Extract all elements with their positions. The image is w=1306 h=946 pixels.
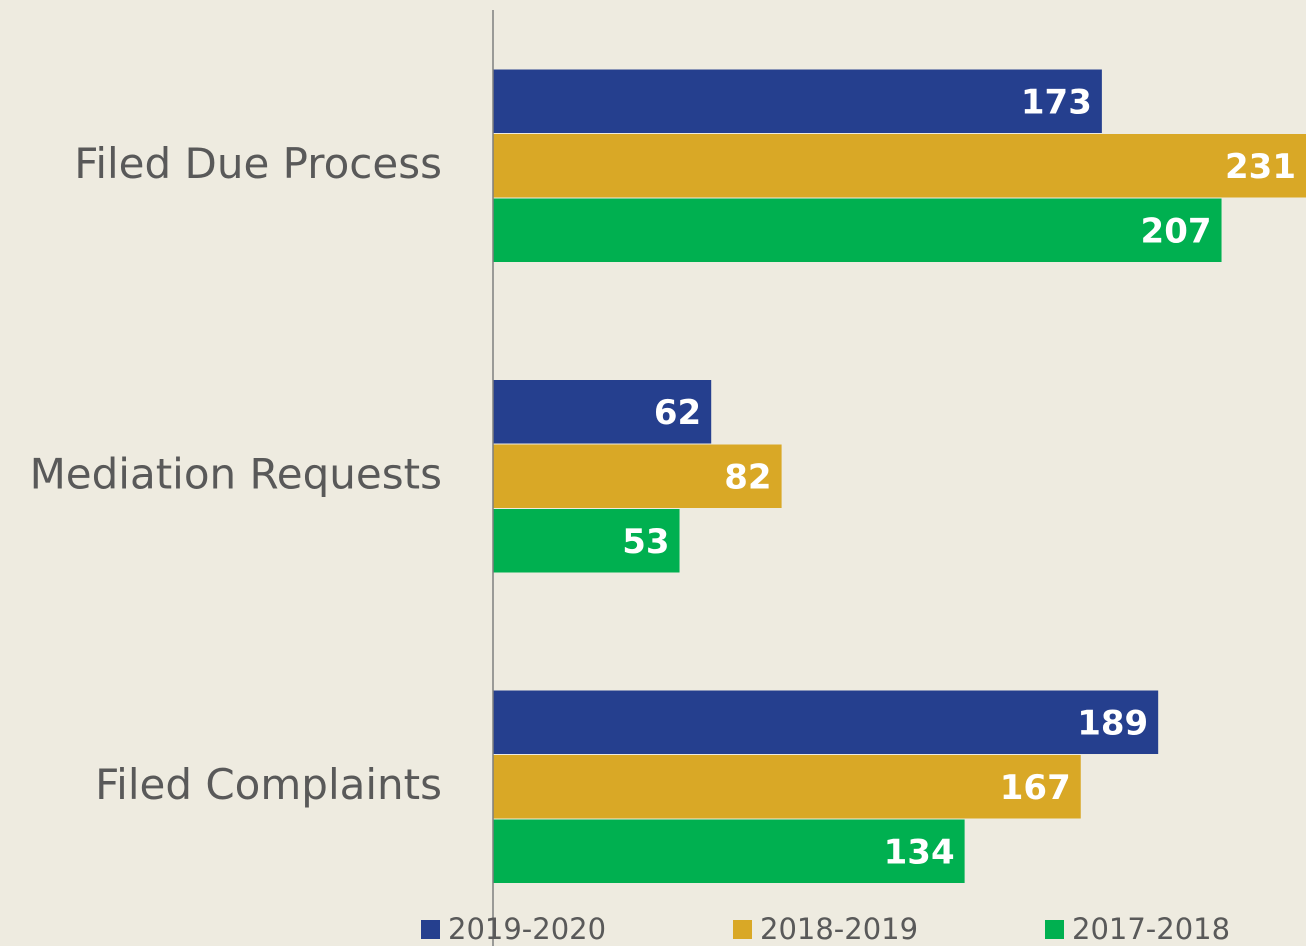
bar [493,444,782,508]
bar [493,198,1222,262]
category-label: Filed Due Process [74,139,442,188]
category-label: Filed Complaints [95,760,442,809]
bar [493,819,965,883]
value-label: 62 [654,393,701,433]
legend-swatch [733,920,752,939]
bar [493,69,1102,133]
value-label: 134 [884,832,955,872]
value-label: 167 [1000,768,1071,808]
bar [493,509,680,573]
value-label: 82 [724,457,771,497]
bar [493,380,712,444]
legend-label: 2019-2020 [448,912,606,946]
bar [493,690,1159,754]
value-label: 231 [1225,147,1296,187]
legend-swatch [421,920,440,939]
category-label: Mediation Requests [30,449,442,498]
legend-label: 2017-2018 [1072,912,1230,946]
legend-label: 2018-2019 [760,912,918,946]
value-label: 207 [1141,211,1212,251]
bar [493,755,1081,819]
value-label: 173 [1021,82,1092,122]
value-label: 189 [1077,703,1148,743]
legend-swatch [1045,920,1064,939]
value-label: 53 [622,522,669,562]
bar [493,134,1306,198]
